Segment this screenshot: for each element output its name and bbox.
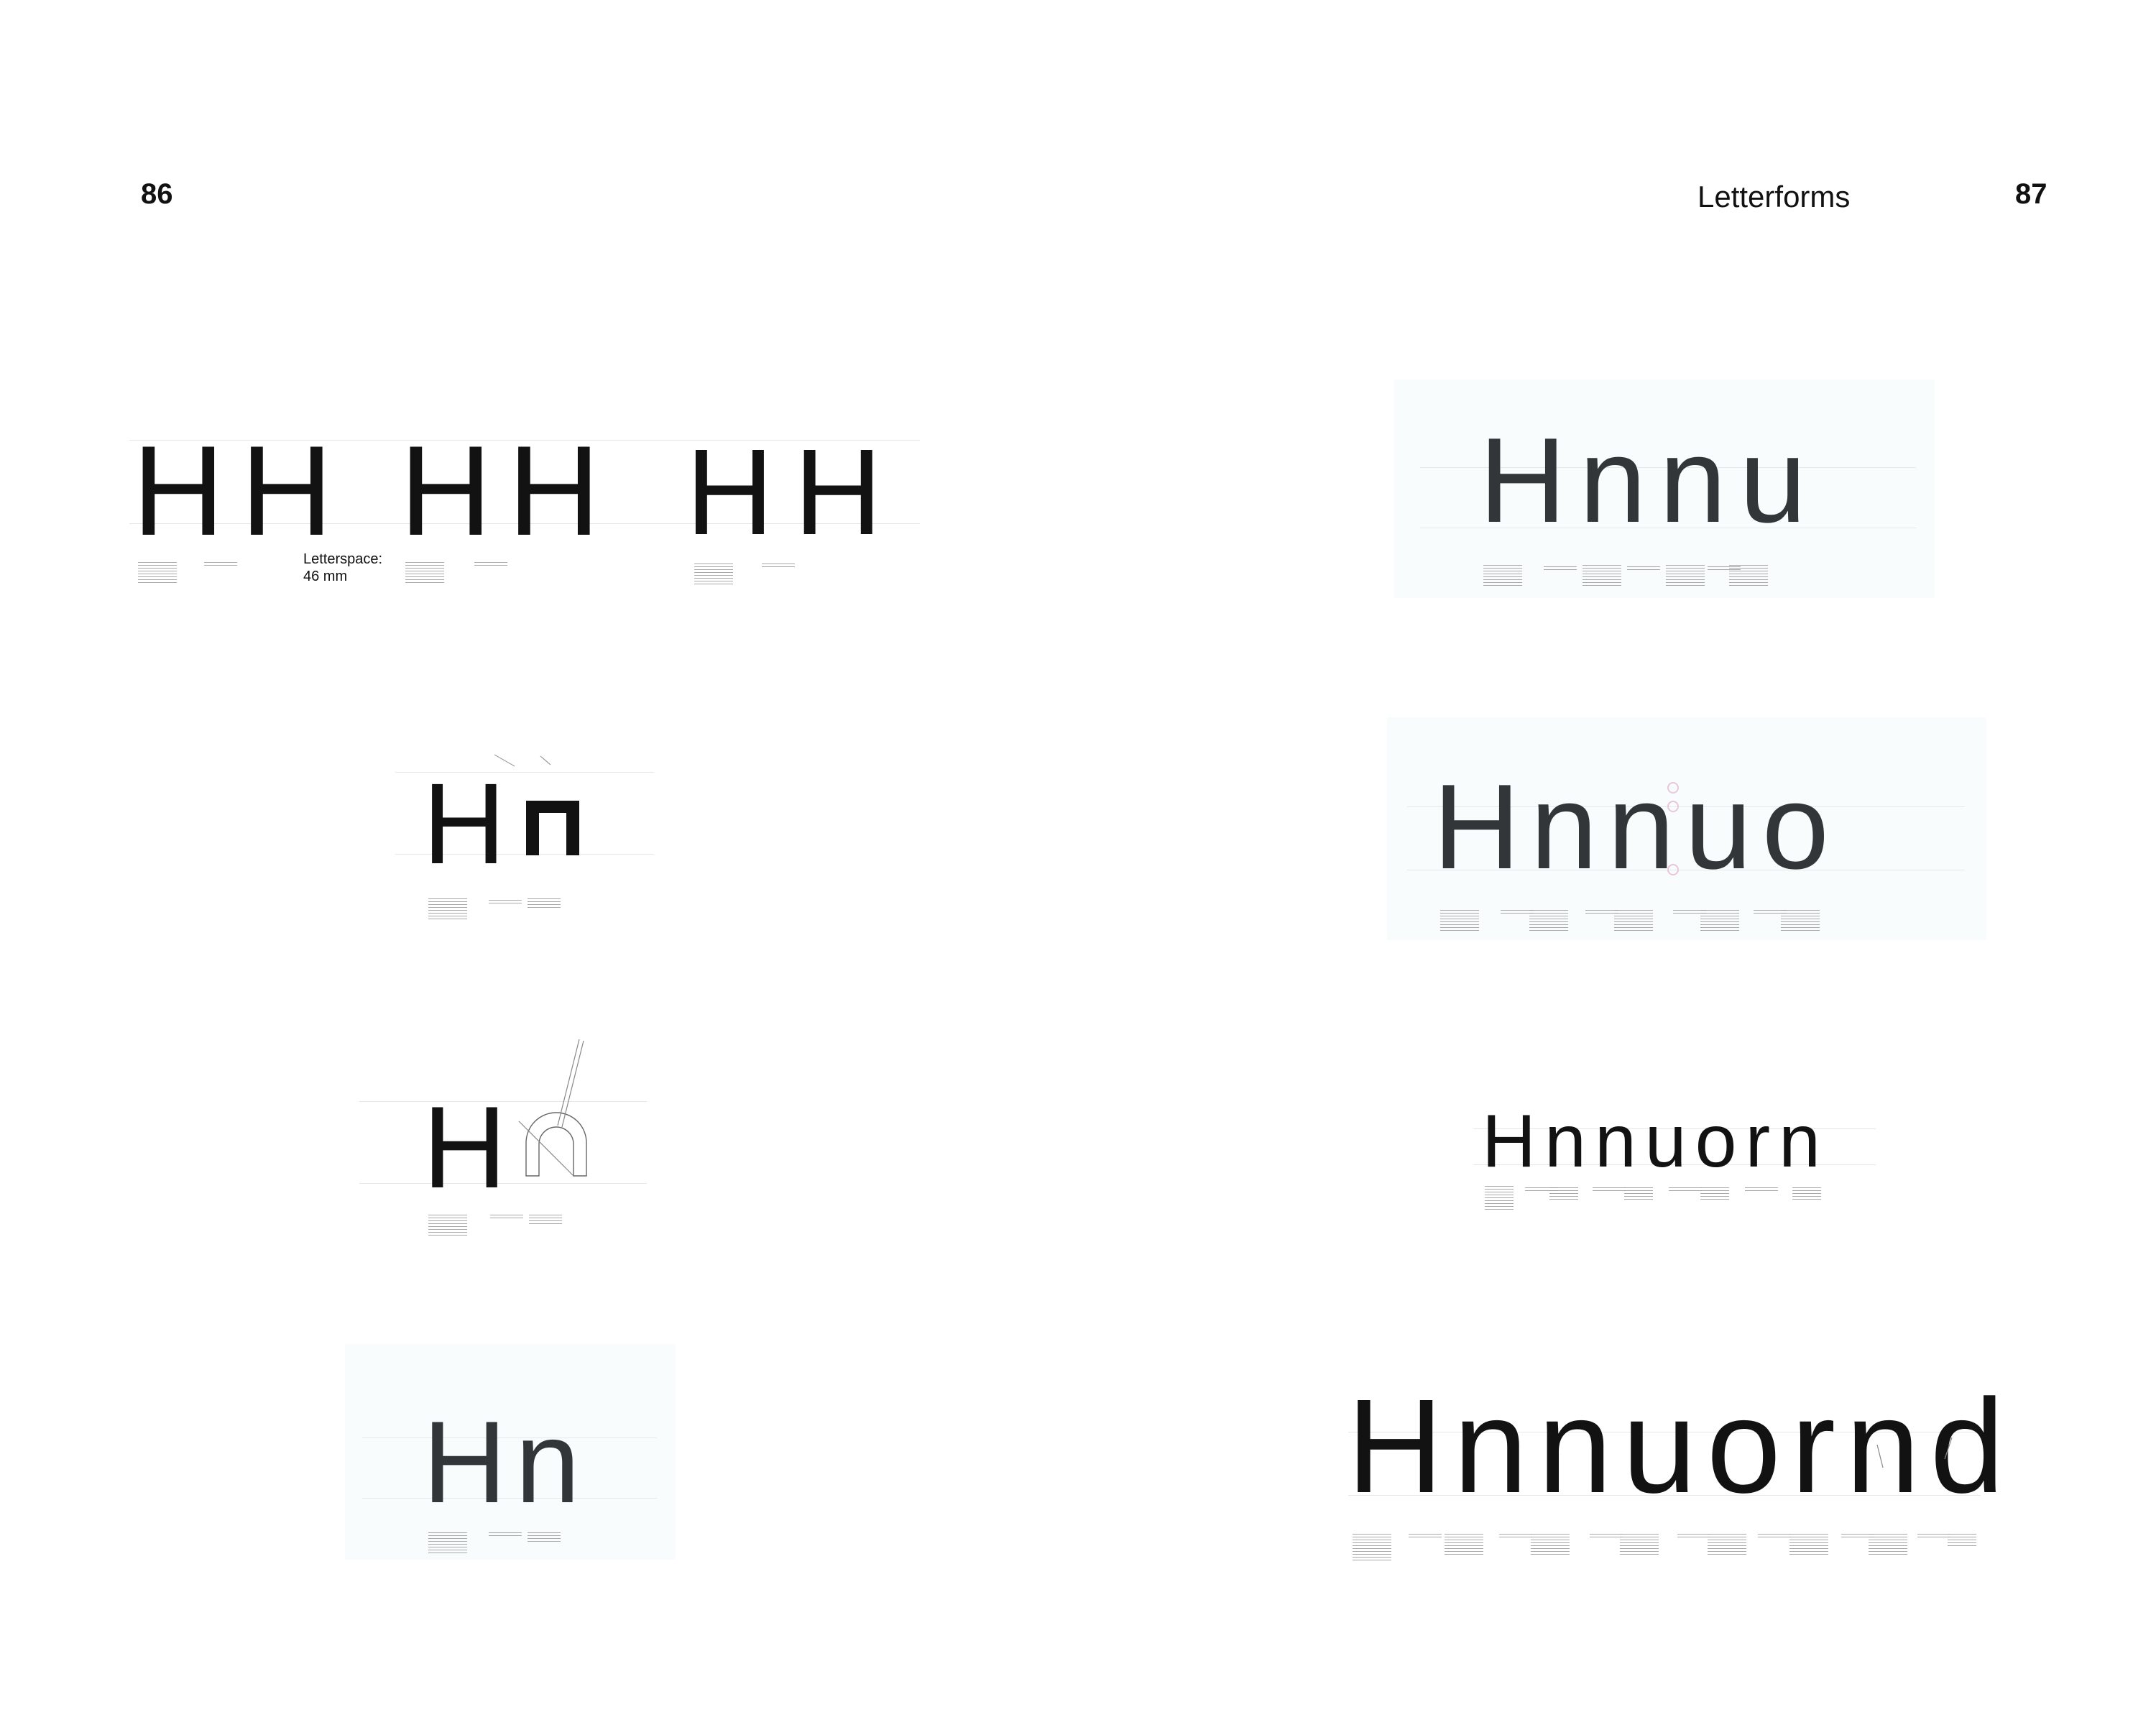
x-height-guide: [1420, 467, 1916, 468]
spec-text: [1525, 1187, 1558, 1192]
spec-text: [474, 562, 507, 566]
baseline-guide: [129, 523, 920, 524]
spec-text: [1585, 910, 1618, 914]
spec-text: [489, 1532, 522, 1537]
spec-text: [1614, 910, 1653, 933]
spec-text: [1708, 566, 1741, 571]
spec-text: [1948, 1534, 1976, 1547]
hn-square-arch-panel: H: [374, 740, 676, 949]
hh-specimen-1: HH: [132, 419, 349, 562]
cap-guide: [395, 772, 654, 773]
spec-text: [1620, 1534, 1659, 1557]
spec-text: [762, 564, 795, 568]
spec-text: [1700, 1187, 1729, 1200]
construction-lines: [494, 754, 551, 767]
hn-final-panel: Hn: [345, 1344, 676, 1560]
spec-text: [1677, 1534, 1710, 1538]
spec-text: [1729, 565, 1768, 588]
spec-text: [1590, 1534, 1623, 1538]
spec-text: [405, 562, 444, 585]
spec-text: [1624, 1187, 1653, 1200]
spec-text: [1792, 1187, 1821, 1200]
baseline-guide: [395, 854, 654, 855]
hn-glyphs: Hn: [423, 1397, 589, 1527]
spec-text: [204, 562, 237, 566]
spec-text: [489, 900, 522, 904]
construction-lines: [1876, 1437, 1953, 1468]
spec-text: [1666, 565, 1705, 588]
spec-text: [1501, 910, 1534, 914]
spec-text: [1583, 565, 1621, 588]
hh-specimen-2: HH: [400, 419, 617, 562]
spec-text: [1708, 1534, 1746, 1557]
spec-text: [1529, 910, 1568, 933]
overshoot-circles: [1667, 782, 1679, 875]
spec-text: [428, 1532, 467, 1555]
h-glyph: H: [423, 1082, 507, 1213]
spec-text: [490, 1215, 523, 1219]
spec-text: [1593, 1187, 1626, 1192]
spec-text: [1445, 1534, 1483, 1557]
letterspace-value: 46 mm: [303, 569, 348, 584]
letterspace-label: Letterspace:: [303, 551, 383, 567]
section-title: Letterforms: [1697, 180, 1851, 213]
hh-specimen-3: HH: [686, 424, 903, 561]
spec-text: [1745, 1187, 1778, 1192]
spec-text: [1673, 910, 1706, 914]
spec-text: [1409, 1534, 1442, 1538]
baseline-guide: [362, 1498, 657, 1499]
x-height-guide: [1473, 1128, 1876, 1129]
spec-text: [1869, 1534, 1907, 1557]
baseline-guide: [1473, 1164, 1876, 1165]
cap-guide: [359, 1101, 647, 1102]
hnnu-panel: Hnnu: [1394, 380, 1935, 598]
spec-text: [694, 564, 733, 586]
spec-text: [1669, 1187, 1702, 1192]
n-outline-construction: [518, 1039, 587, 1177]
hnnuo-glyphs: Hnnuo: [1433, 759, 1840, 894]
hh-spacing-row: HH HH HH Letterspace: 46 mm: [101, 424, 934, 597]
hnnuorn-panel: Hnnuorn: [1445, 1085, 1890, 1222]
spec-text: [1754, 910, 1787, 914]
spec-text: [529, 1215, 562, 1225]
baseline-guide: [359, 1183, 647, 1184]
spec-text: [1758, 1534, 1791, 1538]
letterspace-note: Letterspace: 46 mm: [303, 551, 382, 585]
spec-text: [428, 1215, 467, 1238]
spec-text: [1353, 1534, 1391, 1563]
hnnuorn-glyphs: Hnnuorn: [1482, 1100, 1829, 1183]
left-page-number: 86: [141, 178, 173, 210]
spec-text: [138, 562, 177, 585]
spec-text: [1700, 910, 1739, 933]
hnnu-glyphs: Hnnu: [1479, 413, 1820, 548]
hnnuornd-glyphs: Hnnuornd: [1347, 1372, 2014, 1521]
spec-text: [1531, 1534, 1570, 1557]
spec-text: [1440, 910, 1479, 933]
cap-guide: [129, 440, 920, 441]
spec-text: [1483, 565, 1522, 588]
spec-text: [1499, 1534, 1532, 1538]
spec-text: [1544, 566, 1577, 571]
spec-text: [1781, 910, 1820, 933]
h-glyph: H: [423, 759, 506, 888]
hnnuornd-panel: Hnnuornd: [1337, 1380, 2004, 1596]
spec-text: [1841, 1534, 1874, 1538]
right-page-number: 87: [2015, 178, 2047, 210]
spec-text: [1485, 1186, 1514, 1212]
spec-text: [1549, 1187, 1578, 1200]
baseline-guide: [1348, 1495, 1981, 1496]
spec-text: [428, 898, 467, 921]
x-height-guide: [1407, 806, 1965, 807]
spec-text: [528, 898, 561, 908]
spec-text: [1917, 1534, 1950, 1538]
hn-outline-arch-panel: H: [331, 1035, 676, 1243]
spec-text: [528, 1532, 561, 1542]
spec-text: [1627, 566, 1660, 571]
spec-text: [1789, 1534, 1828, 1557]
hnnuo-panel: Hnnuo: [1387, 717, 1986, 940]
